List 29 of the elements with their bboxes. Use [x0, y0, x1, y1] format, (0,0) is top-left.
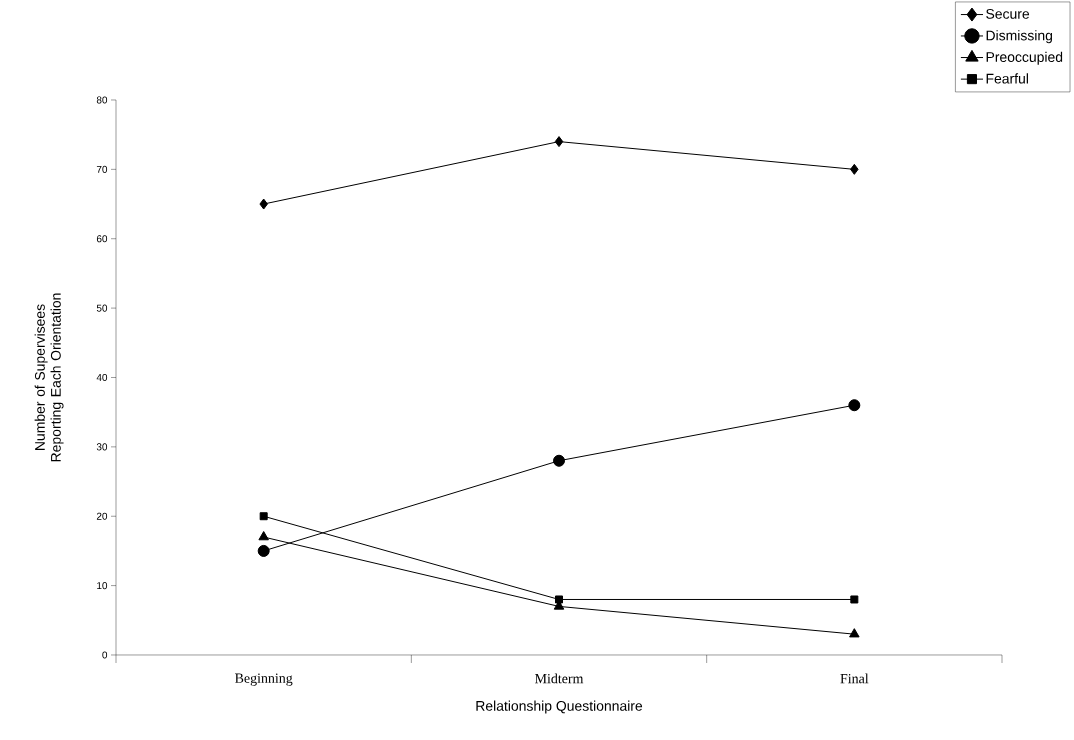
- point: [259, 512, 268, 521]
- y-tick-label: 40: [96, 373, 108, 382]
- y-tick-label: 30: [96, 443, 108, 451]
- y-tick-label: 10: [97, 582, 108, 590]
- y-tick-label: 0: [102, 651, 108, 659]
- x-tick-label: Final: [840, 673, 869, 684]
- y-tick-label: 60: [96, 235, 108, 243]
- y-tick-label: 50: [96, 304, 108, 312]
- x-tick-label: Beginning: [235, 673, 293, 686]
- point: [553, 454, 566, 467]
- point: [555, 595, 564, 604]
- point: [850, 595, 859, 604]
- y-tick-label: 70: [96, 165, 108, 173]
- x-tick-label: Midterm: [535, 673, 584, 684]
- point: [850, 163, 859, 175]
- legend-label: Dismissing: [986, 30, 1053, 44]
- point: [259, 198, 268, 210]
- legend-label: Fearful: [986, 73, 1028, 84]
- y-axis-title: Number of Supervisees Reporting Each Orientation: [34, 293, 64, 462]
- point: [258, 531, 269, 541]
- legend-label: Preoccupied: [986, 51, 1063, 65]
- point: [849, 628, 860, 638]
- point: [848, 399, 861, 412]
- point: [554, 136, 564, 148]
- x-axis-title: Relationship Questionnaire: [476, 700, 643, 714]
- legend-label: Secure: [986, 8, 1030, 19]
- point: [257, 544, 270, 557]
- y-tick-label: 20: [96, 512, 108, 520]
- y-tick-label: 80: [96, 96, 108, 104]
